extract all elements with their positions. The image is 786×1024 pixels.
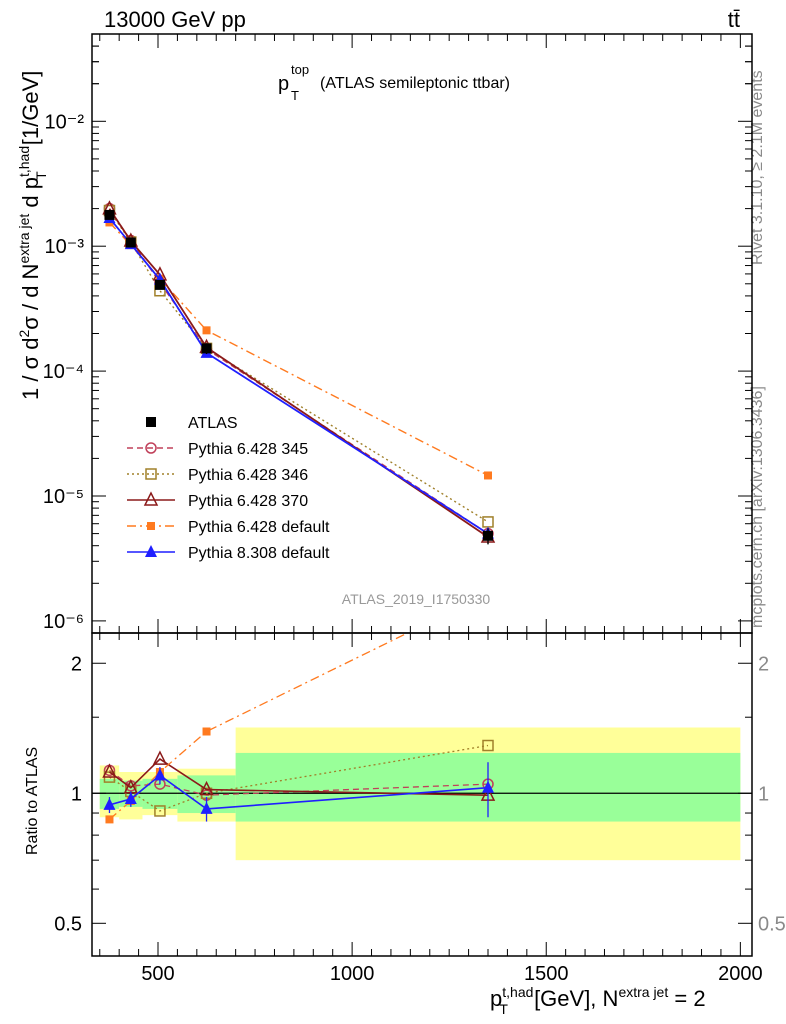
main-frame [91,33,753,634]
ratio-point [103,797,116,810]
legend-label: Pythia 6.428 default [188,519,330,536]
legend-item-p8def: Pythia 8.308 default [127,545,330,562]
legend-label: Pythia 6.428 345 [188,441,308,458]
series-line [108,208,489,538]
ratio-point [202,727,211,736]
legend-item-p345: Pythia 6.428 345 [127,441,308,458]
main-series [102,200,496,545]
legend-item-p6def: Pythia 6.428 default [127,519,330,536]
legend-item-data: ATLAS [146,415,238,432]
data-point [201,343,212,354]
side-rivet-label: Rivet 3.1.10, ≥ 2.1M events [749,70,766,265]
legend-item-p370: Pythia 6.428 370 [127,491,308,510]
legend-marker [145,545,157,557]
data-point [483,530,493,541]
y-tick-label: 10⁻² [45,111,85,133]
y-tick-label: 10⁻³ [45,236,85,258]
y-tick-label: 10⁻⁶ [43,611,84,633]
ratio-tick-label-right: 2 [758,653,769,675]
legend-marker [146,417,156,427]
band-inner [99,778,120,809]
legend-marker [145,468,157,480]
ratio-point [482,780,494,793]
side-mcplots-label: mcplots.cern.ch [arXiv:1306.3436] [749,386,766,628]
plot-frames: 10⁻⁶ 10⁻⁵ 10⁻⁴ 10⁻³ 10⁻² 0.5 0.5 1 1 2 2 500 1000 150… [43,33,786,985]
legend-item-p346: Pythia 6.428 346 [127,467,308,484]
ratio-p8def [103,762,494,822]
series-data [104,209,493,545]
ratio-point [482,739,494,752]
svg-text:pt,hadT [GeV], Nextra jet = 2: pt,had T [GeV], Nextra jet = 2 [490,984,706,1017]
svg-text:(ATLAS semileptonic ttbar): (ATLAS semileptonic ttbar) [320,75,510,92]
x-tick-label: 500 [141,963,174,985]
x-tick-label: 1500 [524,963,569,985]
legend-label: Pythia 8.308 default [188,545,330,562]
x-axis-label: pt,had T [GeV], Nextra jet = 2 [490,984,706,1017]
series-p8def [103,211,494,539]
ratio-line [108,758,489,796]
x-tick-label: 2000 [718,963,763,985]
header-process: tt̄ [728,7,740,32]
x-tick-label: 1000 [330,963,375,985]
ratio-tick-label: 1 [71,783,82,805]
svg-text:T: T [291,88,299,103]
ratio-point [199,780,214,796]
legend-label: Pythia 6.428 370 [188,493,308,510]
series-p370 [102,200,496,543]
ratio-point [154,805,166,817]
data-point [484,471,492,480]
ratio-tick-label-right: 1 [758,783,769,805]
legend-marker [143,491,159,506]
data-point [154,279,165,290]
y-tick-label: 10⁻⁴ [43,361,84,383]
series-line [108,208,489,535]
ratio-frame [91,632,753,957]
ratio-series-group [102,633,496,824]
ratio-point [200,801,213,814]
legend-marker [145,442,157,454]
ratio-line [109,744,489,812]
svg-text:p: p [278,73,289,95]
series-line [108,217,489,535]
legend: ATLAS Pythia 6.428 345 Pythia 6.428 346 Pyt… [127,415,330,562]
ratio-tick-label-right: 0.5 [758,913,786,935]
ratio-point [153,768,166,781]
main-series-group [102,200,496,545]
header-energy: 13000 GeV pp [104,7,246,32]
ratio-point [124,791,137,804]
ratio-tick-label: 2 [71,653,82,675]
analysis-label: ATLAS_2019_I1750330 [342,591,491,607]
ratio-point [152,750,168,765]
svg-text:top: top [291,62,309,77]
data-point [125,237,136,248]
data-point [482,516,494,528]
ratio-tick-label: 0.5 [54,913,82,935]
legend-label: Pythia 6.428 346 [188,467,308,484]
plot-title: p T top (ATLAS semileptonic ttbar) [278,62,510,103]
ratio-ylabel: Ratio to ATLAS [24,747,41,855]
data-point [104,209,115,220]
data-point [202,326,211,335]
ratio-p370 [102,750,496,801]
y-tick-label: 10⁻⁵ [43,486,84,508]
series-line [108,221,489,477]
legend-marker [147,522,155,530]
legend-label: ATLAS [188,415,238,432]
ratio-line [109,633,409,820]
ratio-series [102,633,496,824]
ratio-point [105,815,114,824]
ratio-point [102,763,117,778]
